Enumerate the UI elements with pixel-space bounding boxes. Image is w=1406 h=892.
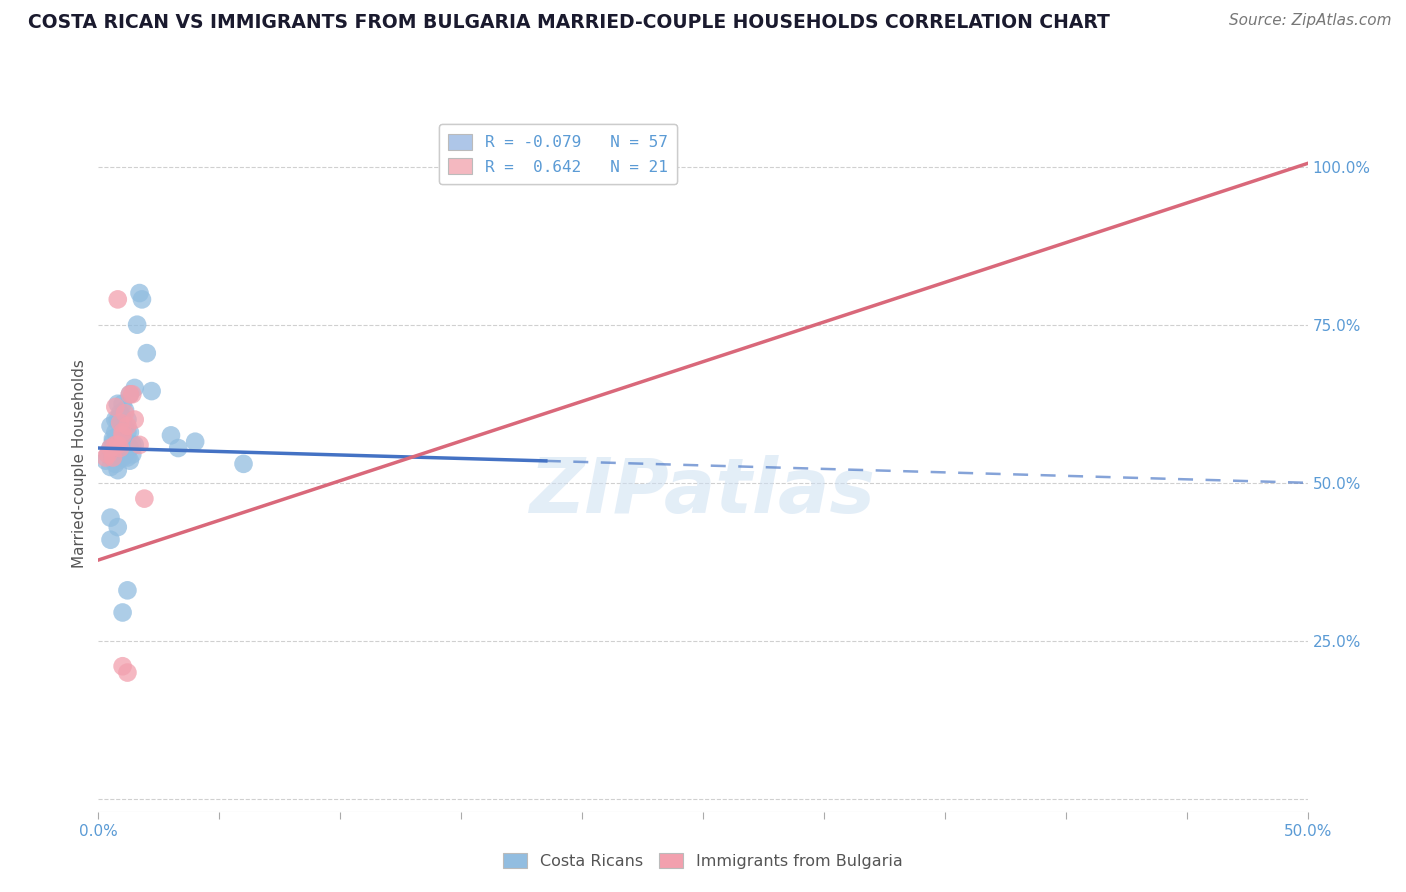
Point — [184, 434, 207, 449]
Point — [101, 450, 124, 465]
Point — [121, 447, 143, 461]
Point — [114, 406, 136, 420]
Point — [108, 441, 131, 455]
Point — [111, 441, 134, 455]
Point — [108, 416, 131, 430]
Point — [118, 387, 141, 401]
Point — [104, 425, 127, 440]
Point — [232, 457, 254, 471]
Point — [108, 425, 131, 440]
Point — [128, 286, 150, 301]
Point — [124, 381, 146, 395]
Point — [118, 425, 141, 440]
Point — [97, 447, 120, 461]
Point — [107, 453, 129, 467]
Point — [117, 665, 139, 680]
Point — [124, 438, 146, 452]
Point — [107, 520, 129, 534]
Point — [111, 425, 134, 440]
Point — [135, 346, 157, 360]
Point — [114, 434, 136, 449]
Point — [134, 491, 156, 506]
Point — [118, 441, 141, 455]
Point — [104, 441, 127, 455]
Point — [111, 428, 134, 442]
Point — [111, 450, 134, 465]
Point — [128, 438, 150, 452]
Point — [111, 397, 134, 411]
Point — [131, 293, 153, 307]
Y-axis label: Married-couple Households: Married-couple Households — [72, 359, 87, 568]
Point — [111, 659, 134, 673]
Point — [167, 441, 190, 455]
Point — [101, 432, 124, 446]
Point — [127, 318, 149, 332]
Point — [108, 450, 131, 465]
Point — [160, 428, 183, 442]
Point — [117, 450, 139, 465]
Point — [97, 447, 120, 461]
Point — [114, 418, 136, 433]
Point — [100, 510, 122, 524]
Legend: Costa Ricans, Immigrants from Bulgaria: Costa Ricans, Immigrants from Bulgaria — [496, 847, 910, 875]
Text: Source: ZipAtlas.com: Source: ZipAtlas.com — [1229, 13, 1392, 29]
Point — [107, 432, 129, 446]
Point — [118, 453, 141, 467]
Text: ZIPatlas: ZIPatlas — [530, 455, 876, 529]
Point — [100, 441, 122, 455]
Point — [111, 412, 134, 426]
Point — [114, 403, 136, 417]
Point — [101, 434, 124, 449]
Point — [111, 428, 134, 442]
Point — [117, 418, 139, 433]
Point — [114, 447, 136, 461]
Point — [124, 412, 146, 426]
Point — [117, 583, 139, 598]
Point — [117, 412, 139, 426]
Point — [104, 438, 127, 452]
Point — [117, 439, 139, 453]
Point — [104, 412, 127, 426]
Point — [117, 425, 139, 440]
Point — [107, 438, 129, 452]
Point — [118, 387, 141, 401]
Point — [101, 450, 124, 465]
Legend: R = -0.079   N = 57, R =  0.642   N = 21: R = -0.079 N = 57, R = 0.642 N = 21 — [439, 124, 678, 185]
Point — [107, 412, 129, 426]
Point — [108, 441, 131, 455]
Point — [100, 460, 122, 475]
Point — [107, 463, 129, 477]
Point — [100, 418, 122, 433]
Point — [107, 397, 129, 411]
Point — [100, 533, 122, 547]
Text: COSTA RICAN VS IMMIGRANTS FROM BULGARIA MARRIED-COUPLE HOUSEHOLDS CORRELATION CH: COSTA RICAN VS IMMIGRANTS FROM BULGARIA … — [28, 13, 1109, 32]
Point — [141, 384, 163, 398]
Point — [104, 457, 127, 471]
Point — [121, 438, 143, 452]
Point — [100, 441, 122, 455]
Point — [111, 606, 134, 620]
Point — [107, 441, 129, 455]
Point — [94, 453, 117, 467]
Point — [121, 387, 143, 401]
Point — [104, 400, 127, 414]
Point — [108, 406, 131, 420]
Point — [94, 450, 117, 465]
Point — [107, 293, 129, 307]
